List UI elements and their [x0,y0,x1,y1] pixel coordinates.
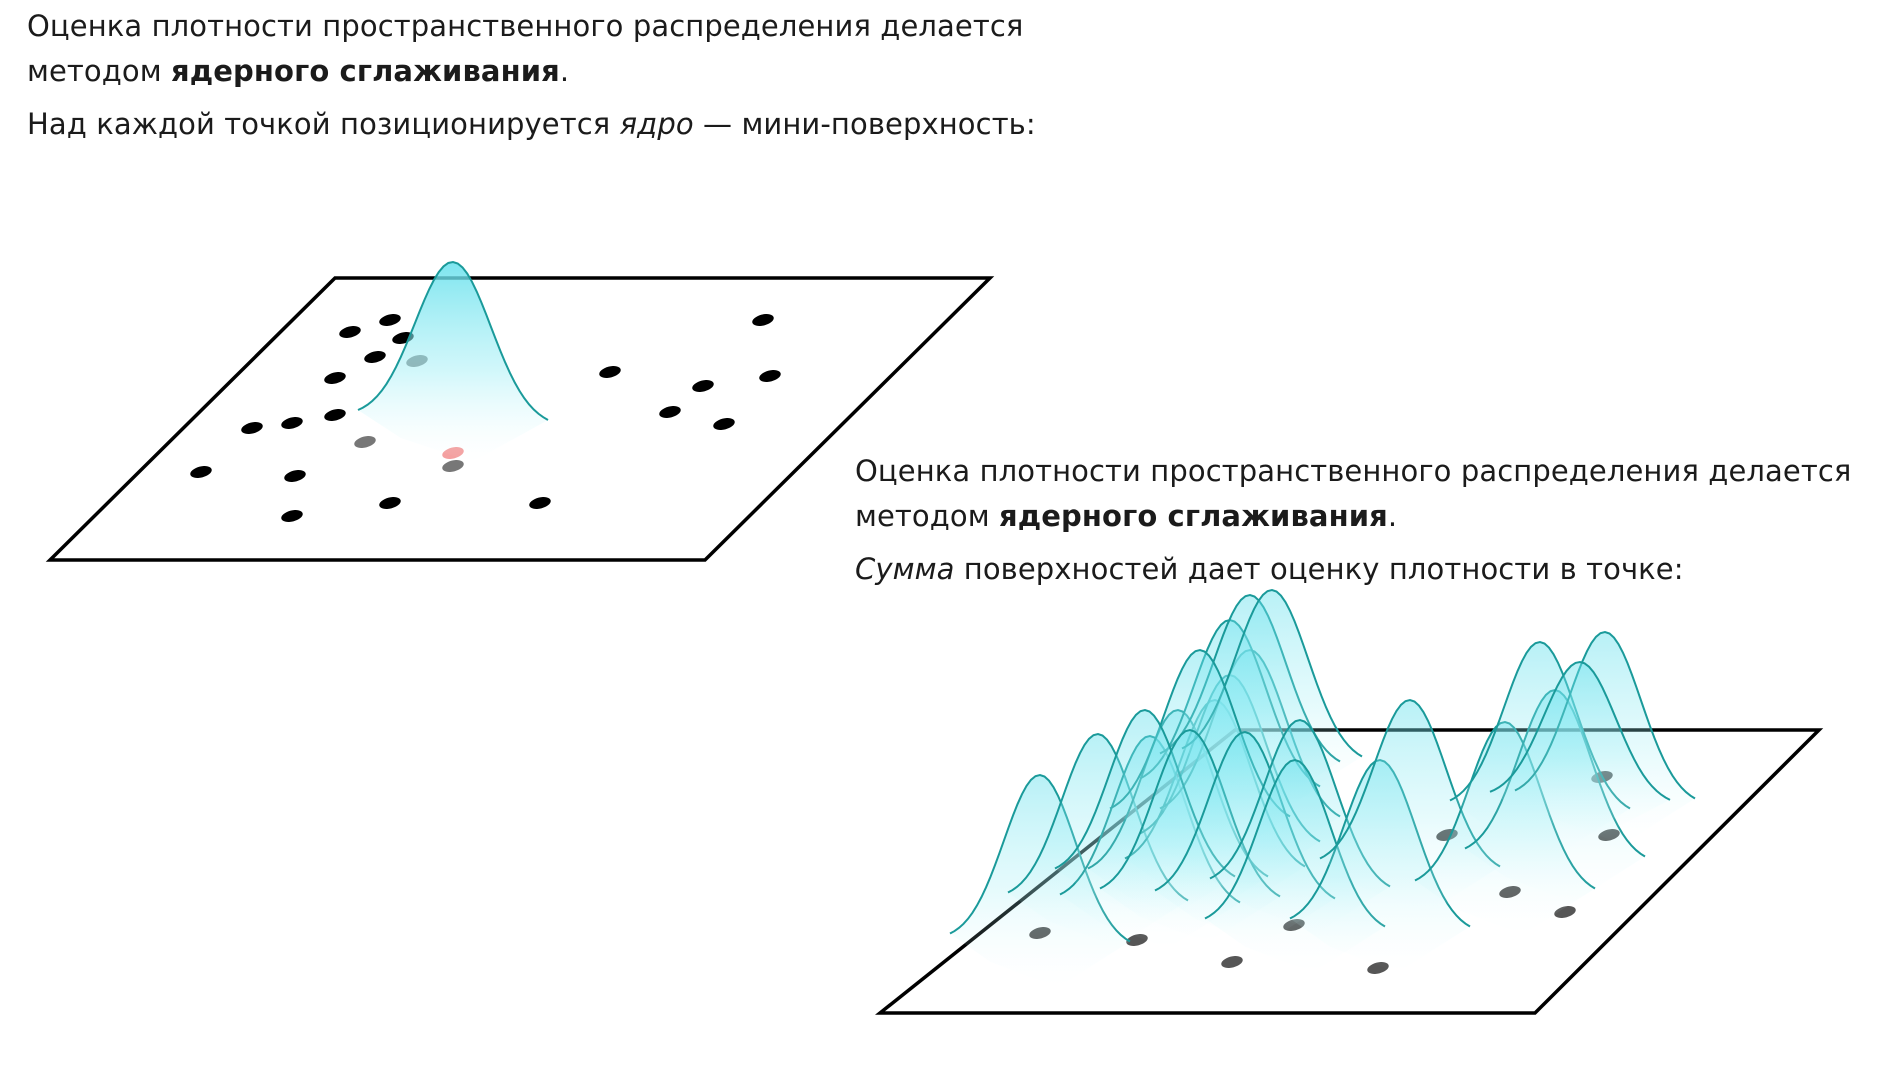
data-point [354,436,376,448]
sum-paragraph-1: Оценка плотности пространственного распр… [855,449,1882,539]
kernel-single-profile [357,260,549,421]
intro-line-1: Оценка плотности пространственного распр… [27,9,1024,43]
intro-line-3-italic: ядро [619,107,694,141]
data-point [692,380,714,392]
data-point [324,372,346,384]
intro-text-block: Оценка плотности пространственного распр… [27,4,1127,147]
sum-line-2-prefix: методом [855,499,1000,533]
single-kernel-figure [45,260,995,562]
sum-line-3-italic: Сумма [855,552,955,586]
data-point [659,406,681,418]
data-point [190,466,212,478]
data-point [241,422,263,434]
kernel-layer-1 [357,260,549,462]
data-point [759,370,781,382]
intro-line-2-prefix: методом [27,54,172,88]
intro-paragraph-1: Оценка плотности пространственного распр… [27,4,1127,94]
data-point [281,417,303,429]
data-point [364,351,386,363]
kernel-sum-23-surface [1490,662,1670,837]
data-point [324,409,346,421]
kernel-sum-23-profile [1489,660,1671,801]
intro-line-2-suffix: . [559,54,570,88]
sum-line-3-suffix: поверхностей дает оценку плотности в точ… [954,552,1684,586]
intro-paragraph-2: Над каждой точкой позиционируется ядро —… [27,102,1127,147]
intro-line-3-prefix: Над каждой точкой позиционируется [27,107,620,141]
intro-line-2-bold: ядерного сглаживания [171,54,560,88]
data-point [1221,956,1243,968]
data-point [281,510,303,522]
data-point [442,460,464,472]
sum-line-2-bold: ядерного сглаживания [999,499,1388,533]
data-point [752,314,774,326]
kernel-single-surface [358,262,548,462]
kernel-sum-figure [874,588,1824,1015]
intro-line-3-suffix: — мини-поверхность: [693,107,1036,141]
data-point [284,470,306,482]
data-point [379,497,401,509]
kernel-single [357,260,549,462]
sum-line-2-suffix: . [1387,499,1398,533]
data-point [529,497,551,509]
sum-line-1: Оценка плотности пространственного распр… [855,454,1852,488]
data-point [599,366,621,378]
data-point [713,418,735,430]
sum-text-block: Оценка плотности пространственного распр… [855,449,1882,592]
data-point [379,314,401,326]
sum-paragraph-2: Сумма поверхностей дает оценку плотности… [855,547,1882,592]
data-point [339,326,361,338]
kernels-layer-2 [949,588,1696,988]
kernel-sum-23 [1489,660,1671,837]
